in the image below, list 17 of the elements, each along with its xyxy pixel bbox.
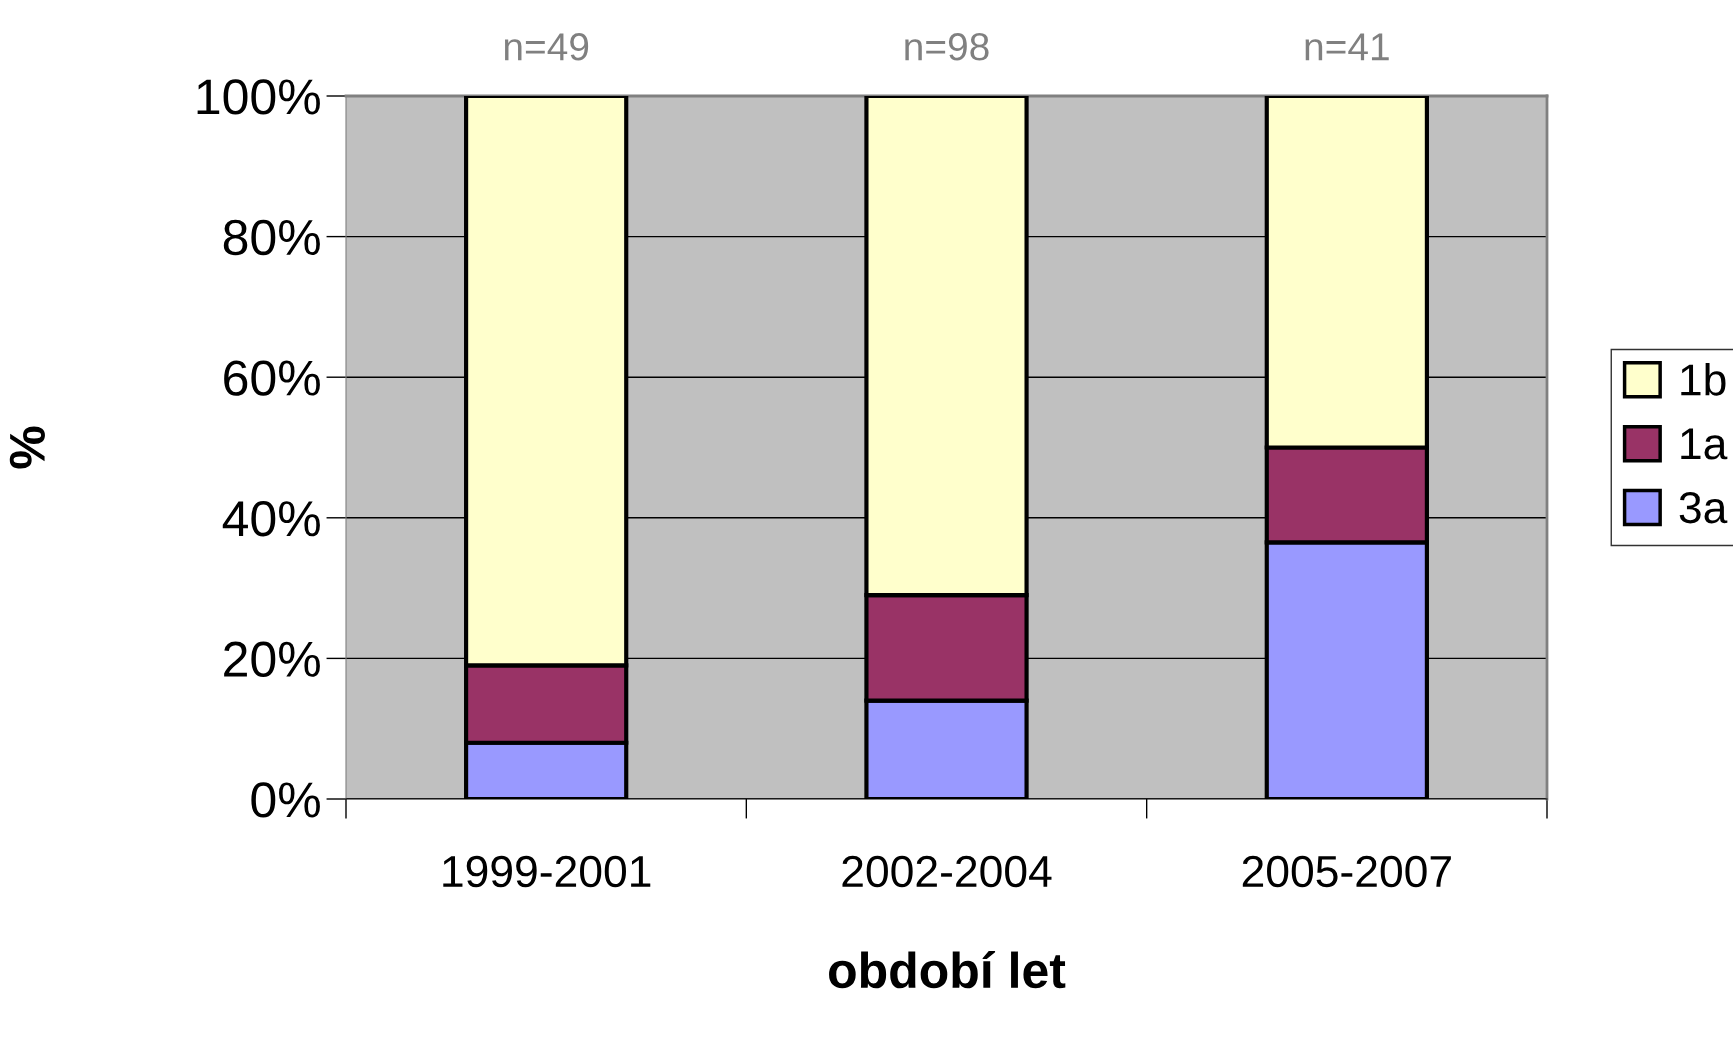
x-tick-label: 1999-2001 <box>443 855 651 888</box>
y-tick-label: 60% <box>224 360 320 396</box>
x-tick-label: 2005-2007 <box>1242 855 1451 888</box>
legend-label: 1b <box>1681 363 1726 396</box>
y-tick-label: 100% <box>197 79 320 115</box>
annotation: n=49 <box>504 33 589 61</box>
x-tick-label: 2002-2004 <box>842 855 1052 888</box>
y-tick-label: 40% <box>222 501 320 537</box>
y-tick-label: 0% <box>251 782 320 818</box>
y-tick-label: 20% <box>224 641 320 678</box>
annotation: n=98 <box>905 33 989 61</box>
legend-label: 3a <box>1679 491 1728 524</box>
legend-label: 1a <box>1681 428 1728 460</box>
x-axis-title: období let <box>829 951 1066 989</box>
y-tick-label: 80% <box>223 219 320 256</box>
y-axis-title: % <box>9 426 45 469</box>
annotation: n=41 <box>1305 33 1389 61</box>
